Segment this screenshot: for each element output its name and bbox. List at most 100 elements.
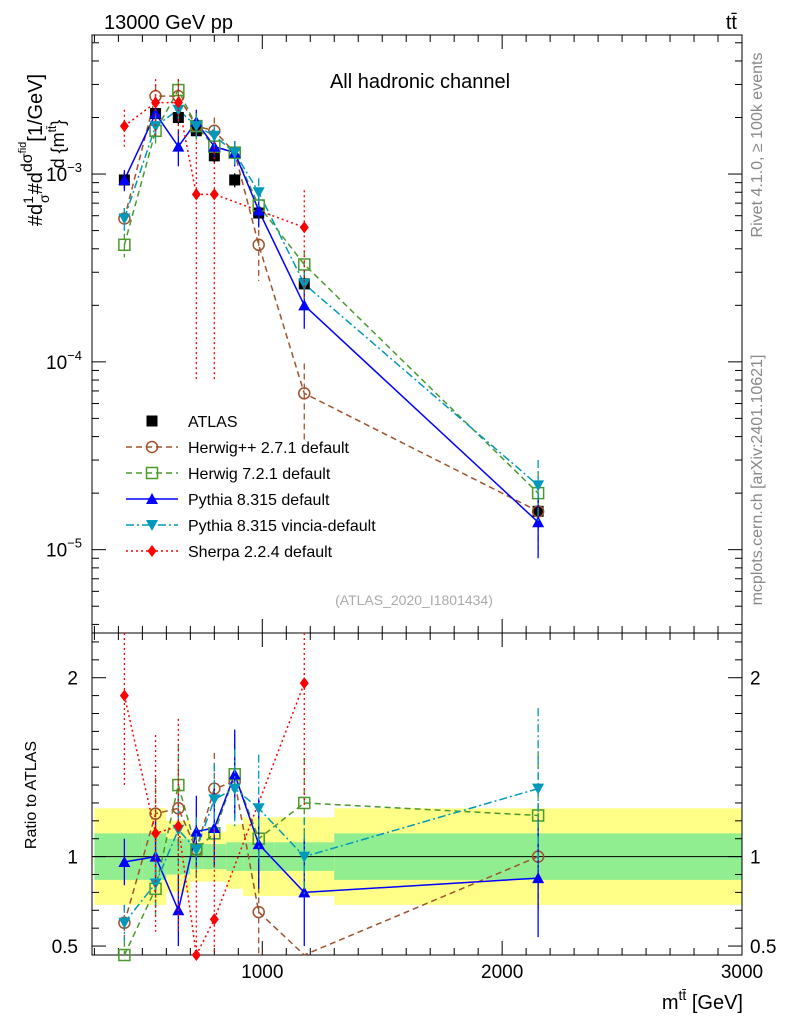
plot-title: All hadronic channel bbox=[330, 71, 510, 93]
y-tick-label: 10−5 bbox=[46, 536, 82, 562]
series-5-main-point bbox=[209, 188, 219, 201]
rivet-label: Rivet 4.1.0, ≥ 100k events bbox=[749, 53, 766, 238]
series-3-main-point bbox=[252, 204, 265, 216]
series-5-ratio-line bbox=[123, 682, 305, 958]
series-4-main-point bbox=[208, 130, 221, 142]
series-4-main-point bbox=[532, 480, 545, 492]
ylabel-part-d2: #d bbox=[25, 172, 47, 194]
x-axis-label: mtt̄ [GeV] bbox=[662, 987, 743, 1014]
x-tick-label: 1000 bbox=[241, 962, 283, 983]
svg-text:d {mtt̄}: d {mtt̄} bbox=[45, 120, 68, 169]
series-4-main-point bbox=[149, 121, 162, 133]
ylabel-frac2-bottom-end: } bbox=[48, 120, 68, 126]
xlabel-sup: tt̄ bbox=[679, 987, 687, 1003]
energy-label: 13000 GeV pp bbox=[104, 12, 233, 34]
ylabel-frac1-bottom: σ bbox=[36, 194, 52, 203]
ratio-y-tick-label: 0.5 bbox=[52, 937, 78, 958]
process-label: tt̄ bbox=[726, 12, 738, 34]
series-4-ratio-point bbox=[149, 878, 162, 890]
series-5-ratio-point bbox=[173, 820, 183, 833]
legend-label: Herwig++ 2.7.1 default bbox=[188, 440, 350, 457]
legend-label: Herwig 7.2.1 default bbox=[188, 466, 331, 483]
series-4-ratio-point bbox=[228, 783, 241, 795]
ratio-y-tick-label-right: 2 bbox=[750, 669, 761, 690]
series-3-ratio-point bbox=[228, 768, 241, 780]
ylabel-frac1-top: 1 bbox=[20, 196, 36, 204]
series-5-ratio-point bbox=[191, 949, 201, 961]
legend-label: ATLAS bbox=[188, 414, 238, 431]
series-3-ratio-point bbox=[252, 838, 265, 850]
series-0-main-point bbox=[229, 174, 241, 186]
series-3-main-point bbox=[298, 299, 311, 311]
legend-marker bbox=[146, 520, 158, 531]
series-4-main-point bbox=[298, 278, 311, 290]
legend-marker bbox=[146, 493, 158, 504]
legend-marker bbox=[145, 466, 159, 480]
svg-text:#d1σ#ddσfid[1/GeV]: #d1σ#ddσfid[1/GeV] bbox=[17, 74, 52, 226]
series-4-main-point bbox=[118, 213, 131, 225]
legend-label: Pythia 8.315 default bbox=[188, 492, 330, 509]
series-4-ratio-point bbox=[208, 794, 221, 806]
series-4-ratio-point bbox=[298, 851, 311, 863]
series-4-main-line bbox=[123, 108, 539, 486]
series-5-main-point bbox=[151, 96, 161, 109]
ylabel-frac2-bottom-sup: tt̄ bbox=[45, 125, 59, 132]
series-5-main-point bbox=[173, 96, 183, 109]
series-1-ratio-point bbox=[149, 807, 162, 820]
series-2-ratio-point bbox=[118, 948, 131, 962]
ratio-y-tick-label: 2 bbox=[67, 669, 78, 690]
series-1-ratio-point bbox=[252, 905, 265, 919]
series-5-ratio-point bbox=[151, 827, 161, 840]
series-4-ratio-point bbox=[190, 844, 203, 856]
ylabel-part-d: #d bbox=[25, 204, 47, 226]
x-tick-label: 2000 bbox=[481, 962, 523, 983]
legend-marker bbox=[145, 440, 159, 454]
ratio-panel-frame bbox=[91, 632, 743, 956]
series-points bbox=[118, 79, 545, 962]
series-5-ratio-point bbox=[119, 689, 129, 702]
series-1-main-point bbox=[298, 387, 311, 400]
series-5-main-point bbox=[191, 188, 201, 201]
legend-marker bbox=[147, 545, 157, 557]
ylabel-unit: [1/GeV] bbox=[25, 74, 47, 142]
mcplots-label: mcplots.cern.ch [arXiv:2401.10621] bbox=[749, 355, 766, 606]
x-tick-label: 3000 bbox=[721, 962, 763, 983]
series-4-main-point bbox=[190, 121, 203, 133]
series-5-ratio-point bbox=[209, 913, 219, 926]
legend-label: Pythia 8.315 vincia-default bbox=[188, 518, 376, 535]
ratio-y-axis-label: Ratio to ATLAS bbox=[23, 741, 40, 849]
series-5-main-point bbox=[119, 120, 129, 133]
series-3-main-point bbox=[149, 107, 162, 119]
y-tick-label: 10−3 bbox=[46, 160, 82, 186]
y-tick-label: 10−4 bbox=[46, 348, 82, 374]
series-3-ratio-point bbox=[298, 886, 311, 898]
series-2-main-point bbox=[118, 238, 131, 252]
series-4-main-point bbox=[228, 147, 241, 159]
legend: ATLAS Herwig++ 2.7.1 default Herwig 7.2.1 … bbox=[126, 414, 376, 561]
ylabel-frac2-top-sup: fid bbox=[17, 142, 29, 154]
series-5-ratio-point bbox=[299, 677, 309, 690]
ylabel-frac2-top: dσ bbox=[19, 153, 36, 172]
legend-marker bbox=[146, 415, 158, 427]
ylabel-frac2-bottom: d {m bbox=[48, 132, 68, 168]
series-4-ratio-point bbox=[532, 783, 545, 795]
series-5-main-point bbox=[299, 221, 309, 234]
ratio-y-tick-label-right: 1 bbox=[750, 848, 761, 869]
series-3-main-point bbox=[172, 140, 185, 152]
ratio-y-tick-label: 1 bbox=[67, 848, 78, 869]
series-2-ratio-point bbox=[298, 796, 311, 810]
series-3-ratio-point bbox=[190, 825, 203, 837]
series-4-ratio-point bbox=[118, 917, 131, 929]
series-4-main-point bbox=[252, 187, 265, 199]
series-4-ratio-point bbox=[252, 803, 265, 815]
ratio-y-tick-label-right: 0.5 bbox=[750, 937, 776, 958]
analysis-id: (ATLAS_2020_I1801434) bbox=[335, 592, 493, 608]
xlabel-unit: [GeV] bbox=[686, 992, 743, 1014]
series-3-main-point bbox=[532, 516, 545, 528]
xlabel-base: m bbox=[662, 992, 679, 1014]
series-3-ratio-point bbox=[118, 855, 131, 867]
series-1-main-point bbox=[252, 238, 265, 252]
series-3-main-point bbox=[118, 173, 131, 185]
